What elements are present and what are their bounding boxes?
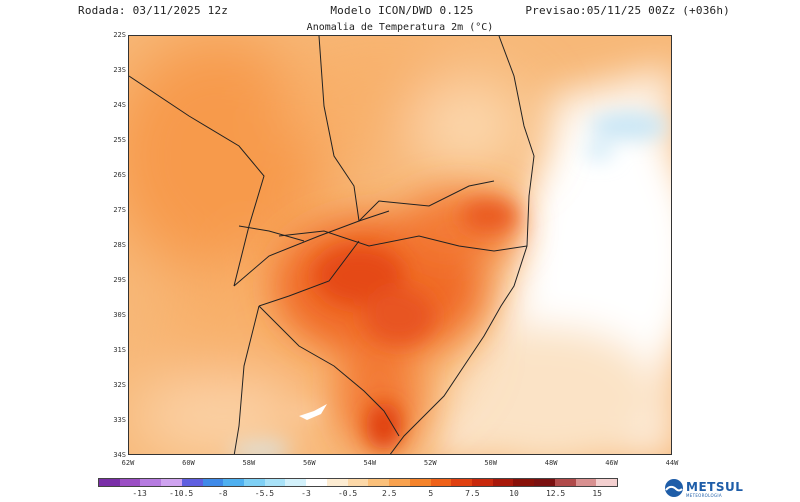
- lat-label: 25S: [113, 136, 126, 144]
- lon-label: 46W: [605, 459, 618, 467]
- colorbar-swatch: [492, 479, 514, 486]
- colorbar-swatch: [202, 479, 224, 486]
- lat-label: 32S: [113, 381, 126, 389]
- lat-label: 30S: [113, 311, 126, 319]
- colorbar-swatch: [264, 479, 286, 486]
- coastline: [389, 36, 535, 454]
- colorbar-label: -13: [132, 489, 147, 498]
- colorbar-swatch: [306, 479, 327, 486]
- lon-label: 54W: [363, 459, 377, 467]
- colorbar-swatch: [596, 479, 617, 486]
- colorbar-swatch: [223, 479, 245, 486]
- colorbar-swatch: [368, 479, 390, 486]
- colorbar-swatch: [575, 479, 597, 486]
- forecast-time-label: Previsao:05/11/25 00Zz (+036h): [525, 4, 730, 17]
- colorbar-swatch: [513, 479, 535, 486]
- border-state-2: [233, 210, 390, 287]
- lon-label: 52W: [423, 459, 437, 467]
- colorbar-label: 5: [428, 489, 434, 498]
- ocean-anomaly: [430, 66, 671, 454]
- map-title: Anomalia de Temperatura 2m (°C): [306, 22, 494, 33]
- lat-label: 26S: [113, 171, 126, 179]
- colorbar-label: 2.5: [381, 489, 397, 498]
- colorbar-swatch: [326, 479, 348, 486]
- colorbar-label: 15: [592, 489, 602, 498]
- lon-label: 44W: [665, 459, 679, 467]
- lat-label: 28S: [113, 241, 126, 249]
- colorbar-label: -0.5: [337, 489, 358, 498]
- map-canvas: [129, 36, 671, 454]
- lat-label: 33S: [113, 416, 126, 424]
- lagoon-shape: [299, 404, 327, 420]
- lon-label: 50W: [484, 459, 497, 467]
- colorbar-swatch: [451, 479, 472, 486]
- colorbar-swatch: [430, 479, 452, 486]
- lat-label: 29S: [113, 276, 126, 284]
- border-uruguay-brazil: [258, 305, 400, 437]
- colorbar-label: -5.5: [254, 489, 275, 498]
- colorbar-swatch: [244, 479, 265, 486]
- boundary-lines: [129, 36, 535, 454]
- hot-anomaly-peak: [314, 200, 517, 450]
- lat-label: 27S: [113, 206, 126, 214]
- colorbar-swatch: [389, 479, 410, 486]
- colorbar-label: 12.5: [545, 489, 566, 498]
- lat-label: 22S: [113, 31, 126, 39]
- colorbar-swatch: [99, 479, 120, 486]
- colorbar-label: -8: [217, 489, 228, 498]
- lon-label: 60W: [182, 459, 195, 467]
- colorbar-swatch: [554, 479, 576, 486]
- colorbar: [98, 478, 618, 487]
- lat-label: 24S: [113, 101, 126, 109]
- border-north: [318, 36, 360, 222]
- lon-label: 48W: [544, 459, 558, 467]
- colorbar-swatch: [140, 479, 162, 486]
- logo-name: METSUL: [686, 480, 744, 494]
- wave-icon: [665, 479, 683, 497]
- border-river: [258, 240, 360, 307]
- lon-label: 58W: [242, 459, 256, 467]
- colorbar-swatch: [471, 479, 493, 486]
- run-date-label: Rodada: 03/11/2025 12z: [78, 4, 229, 17]
- border-uruguay-west: [233, 305, 260, 454]
- border-state-1: [358, 180, 495, 222]
- colorbar-swatch: [285, 479, 307, 486]
- border-west: [129, 75, 265, 287]
- lat-label: 23S: [113, 66, 126, 74]
- lon-label: 62W: [121, 459, 135, 467]
- lat-label: 34S: [113, 451, 126, 459]
- colorbar-label: -3: [301, 489, 311, 498]
- metsul-logo: METSUL METEOROLOGIA: [664, 478, 784, 498]
- colorbar-swatch: [534, 479, 555, 486]
- colorbar-label: -10.5: [169, 489, 194, 498]
- lon-label: 56W: [303, 459, 316, 467]
- colorbar-swatch: [161, 479, 182, 486]
- colorbar-label: 7.5: [465, 489, 480, 498]
- border-paraguay: [238, 225, 305, 242]
- lat-label: 31S: [113, 346, 126, 354]
- colorbar-swatch: [409, 479, 431, 486]
- colorbar-swatch: [119, 479, 141, 486]
- colorbar-swatch: [347, 479, 369, 486]
- temperature-anomaly-map: [128, 35, 672, 455]
- logo-subtitle: METEOROLOGIA: [686, 493, 722, 498]
- colorbar-swatch: [181, 479, 203, 486]
- colorbar-label: 10: [509, 489, 519, 498]
- model-label: Modelo ICON/DWD 0.125: [330, 4, 474, 17]
- border-state-3: [278, 230, 528, 252]
